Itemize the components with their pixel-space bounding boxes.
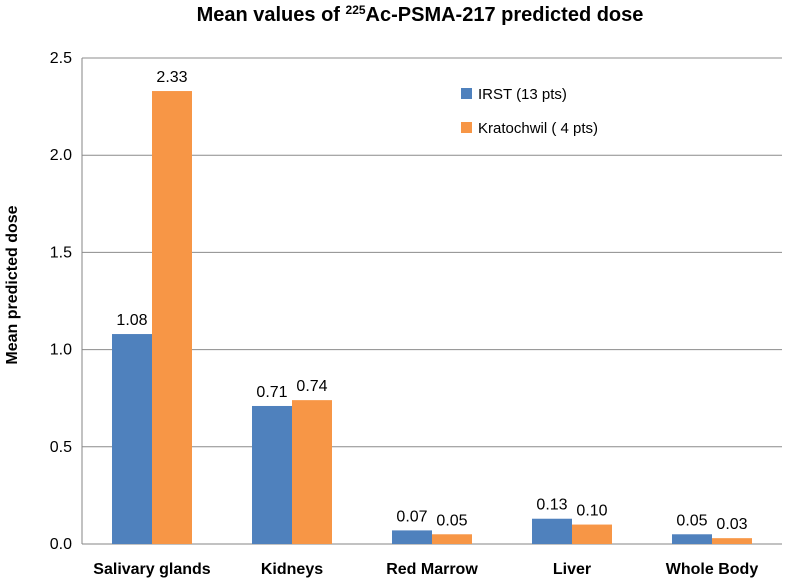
bar-kratochwil <box>152 91 192 544</box>
chart-title-superscript: 225 <box>346 3 366 17</box>
legend-swatch <box>461 122 472 133</box>
data-label: 2.33 <box>156 69 187 86</box>
bar-irst <box>112 334 152 544</box>
x-category-label: Kidneys <box>261 561 323 578</box>
bar-irst <box>532 518 572 544</box>
legend-swatch <box>461 88 472 99</box>
y-tick-label: 2.5 <box>50 50 72 67</box>
y-tick-label: 0.5 <box>50 439 72 456</box>
bar-kratochwil <box>432 534 472 544</box>
x-category-label: Red Marrow <box>386 561 478 578</box>
data-label: 0.03 <box>716 516 747 533</box>
data-label: 1.08 <box>116 312 147 329</box>
data-labels: 1.08 2.33 0.71 0.74 0.07 0.05 0.13 0.10 0.05 0.03 <box>116 69 747 533</box>
bars <box>112 91 752 544</box>
data-label: 0.74 <box>296 378 327 395</box>
bar-kratochwil <box>572 524 612 544</box>
data-label: 0.05 <box>676 512 707 529</box>
legend: IRST (13 pts) Kratochwil ( 4 pts) <box>461 86 598 137</box>
data-label: 0.05 <box>436 512 467 529</box>
gridlines <box>81 57 782 545</box>
data-label: 0.07 <box>396 508 427 525</box>
y-tick-label: 1.5 <box>50 244 72 261</box>
bar-irst <box>672 534 712 544</box>
y-tick-label: 2.0 <box>50 147 72 164</box>
chart-title-suffix: Ac-PSMA-217 predicted dose <box>366 4 644 26</box>
chart-title: Mean values of 225Ac-PSMA-217 predicted … <box>197 3 644 26</box>
bar-irst <box>392 530 432 544</box>
bar-kratochwil <box>712 538 752 544</box>
y-axis-label: Mean predicted dose <box>4 205 21 364</box>
legend-label: Kratochwil ( 4 pts) <box>478 120 598 137</box>
data-label: 0.71 <box>256 384 287 401</box>
bar-irst <box>252 405 292 544</box>
x-axis-categories: Salivary glands Kidneys Red Marrow Liver Who… <box>93 561 758 578</box>
data-label: 0.13 <box>536 497 567 514</box>
y-axis-ticks: 0.0 0.5 1.0 1.5 2.0 2.5 <box>50 50 72 553</box>
y-tick-label: 1.0 <box>50 342 72 359</box>
x-category-label: Liver <box>553 561 591 578</box>
legend-label: IRST (13 pts) <box>478 86 567 103</box>
data-label: 0.10 <box>576 503 607 520</box>
x-category-label: Whole Body <box>666 561 759 578</box>
y-tick-label: 0.0 <box>50 536 72 553</box>
x-category-label: Salivary glands <box>93 561 210 578</box>
chart-title-prefix: Mean values of <box>197 4 346 26</box>
bar-kratochwil <box>292 400 332 544</box>
